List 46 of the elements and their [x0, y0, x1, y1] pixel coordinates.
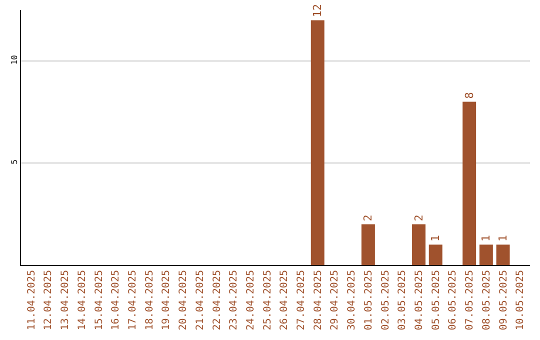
x-tick-label: 28.04.2025: [312, 270, 324, 330]
bar: [361, 224, 375, 265]
x-tick-label: 11.04.2025: [26, 270, 38, 330]
data-label: 2: [412, 214, 426, 222]
bar: [310, 20, 324, 265]
x-tick-label: 23.04.2025: [228, 270, 240, 330]
x-tick-label: 26.04.2025: [279, 270, 290, 330]
x-tick-label: 04.05.2025: [414, 270, 426, 330]
x-tick-label: 14.04.2025: [76, 270, 88, 330]
x-tick-label: 10.05.2025: [515, 270, 526, 330]
x-tick-label: 08.05.2025: [481, 270, 492, 330]
bar: [496, 244, 510, 265]
x-tick-label: 12.04.2025: [43, 270, 54, 330]
data-label: 1: [429, 234, 442, 242]
x-tick-label: 17.04.2025: [127, 270, 138, 330]
data-label: 12: [311, 4, 324, 18]
data-label: 1: [480, 234, 493, 242]
x-tick-label: 25.04.2025: [262, 270, 274, 330]
bar: [412, 224, 426, 265]
x-tick-label: 20.04.2025: [178, 270, 190, 330]
x-tick-label: 02.05.2025: [380, 270, 392, 330]
data-label: 1: [496, 234, 510, 242]
bar: [462, 102, 476, 265]
x-tick-label: 18.04.2025: [144, 270, 156, 330]
data-label: 2: [362, 214, 375, 222]
x-tick-label: 05.05.2025: [430, 270, 442, 330]
x-tick-label: 19.04.2025: [161, 270, 172, 330]
bar: [479, 244, 493, 265]
x-tick-label: 13.04.2025: [60, 270, 72, 330]
x-tick-label: 09.05.2025: [498, 270, 510, 330]
x-tick-label: 30.04.2025: [346, 270, 358, 330]
x-tick-label: 03.05.2025: [397, 270, 408, 330]
x-tick-label: 21.04.2025: [194, 270, 206, 330]
x-tick-label: 07.05.2025: [464, 270, 476, 330]
bar: [428, 244, 442, 265]
x-tick-label: 15.04.2025: [94, 270, 105, 330]
x-tick-label: 06.05.2025: [448, 270, 459, 330]
x-tick-label: 22.04.2025: [212, 270, 223, 330]
y-tick-label: 10: [10, 54, 19, 65]
x-tick-label: 29.04.2025: [330, 270, 341, 330]
data-label: 8: [462, 92, 476, 99]
x-tick-label: 01.05.2025: [363, 270, 374, 330]
x-tick-label: 16.04.2025: [110, 270, 122, 330]
x-tick-label: 24.04.2025: [245, 270, 256, 330]
y-tick-label: 5: [10, 159, 19, 164]
x-tick-label: 27.04.2025: [296, 270, 308, 330]
